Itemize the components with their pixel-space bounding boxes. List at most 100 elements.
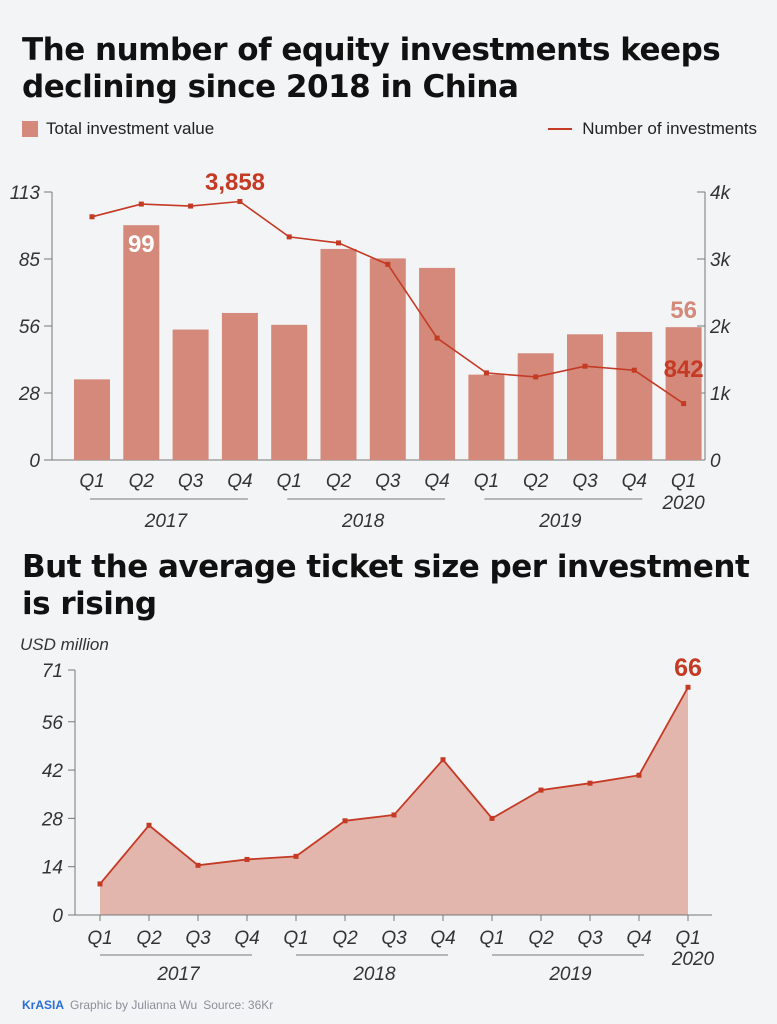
- data-point: [685, 684, 691, 690]
- legend-line: Number of investments: [548, 119, 757, 139]
- data-point: [146, 822, 152, 828]
- x-tick-label: Q1: [283, 928, 308, 949]
- right-tick-label: 4k: [710, 183, 732, 204]
- line-point: [286, 234, 292, 240]
- line-point: [681, 401, 687, 407]
- line-point: [582, 363, 588, 369]
- annotation-842: 842: [664, 356, 704, 383]
- credit: Graphic by Julianna Wu: [70, 998, 198, 1012]
- data-point: [587, 780, 593, 786]
- left-tick-label: 113: [10, 183, 41, 204]
- legend-bar: Total investment value: [22, 119, 214, 139]
- chart-title-2: But the average ticket size per investme…: [22, 549, 750, 622]
- year-label: 2019: [548, 964, 592, 985]
- x-tick-label: Q1: [671, 471, 696, 492]
- data-point: [195, 862, 201, 868]
- right-tick-label: 1k: [710, 384, 732, 405]
- x-tick-label: Q4: [430, 928, 455, 949]
- y-tick-label: 71: [42, 661, 63, 682]
- line-point: [434, 335, 440, 341]
- bar: [271, 324, 308, 460]
- x-tick-label: Q3: [572, 471, 598, 492]
- bar: [517, 353, 554, 460]
- data-point: [244, 856, 250, 862]
- left-tick-label: 0: [29, 451, 40, 472]
- line-point: [631, 367, 637, 373]
- x-tick-label: Q1: [675, 928, 700, 949]
- bar: [567, 334, 603, 460]
- bar: [320, 248, 357, 460]
- line-point: [138, 201, 144, 207]
- annotation-3858: 3,858: [205, 169, 265, 196]
- right-tick-label: 0: [710, 451, 721, 472]
- data-point: [391, 812, 397, 818]
- line-point: [483, 370, 489, 376]
- y-tick-label: 0: [52, 906, 63, 927]
- area-fill: [100, 687, 688, 915]
- x-tick-label: Q2: [326, 471, 352, 492]
- chart-1: 0 28 56 85 113 0 1k 2k 3k 4k Q1 Q2 Q3 Q4 Q1 Q2 Q3 Q4 Q1 Q2 Q…: [10, 169, 732, 532]
- bar: [369, 258, 406, 460]
- x-tick-label: Q4: [227, 471, 252, 492]
- data-point: [342, 818, 348, 824]
- y-tick-label: 28: [41, 809, 64, 830]
- x-tick-label: Q1: [479, 928, 504, 949]
- source: Source: 36Kr: [203, 998, 274, 1012]
- year-label: 2020: [661, 493, 705, 514]
- bar: [221, 312, 258, 460]
- y-tick-label: 14: [42, 858, 63, 879]
- year-label: 2018: [341, 511, 385, 532]
- legend-bar-label: Total investment value: [46, 119, 215, 138]
- data-point: [636, 772, 642, 778]
- bar: [74, 379, 110, 460]
- line-point: [336, 240, 341, 246]
- x-tick-label: Q2: [528, 928, 554, 949]
- bar: [468, 374, 505, 460]
- chart-title-1: The number of equity investments keeps d…: [22, 32, 721, 105]
- x-tick-label: Q3: [375, 471, 401, 492]
- y-axis-label: USD million: [20, 635, 109, 654]
- x-tick-label: Q2: [136, 928, 162, 949]
- year-label: 2020: [671, 949, 715, 970]
- data-point: [293, 853, 299, 859]
- bar: [172, 329, 209, 460]
- left-tick-label: 85: [19, 250, 41, 271]
- chart-2: USD million 0 14 28 42 56 71 Q1 Q2 Q3 Q4 Q1 Q2 Q3 Q4 Q1…: [20, 635, 715, 985]
- year-label: 2017: [144, 511, 189, 532]
- x-tick-label: Q3: [577, 928, 603, 949]
- legend-line-label: Number of investments: [582, 119, 757, 138]
- x-tick-label: Q4: [626, 928, 651, 949]
- annotation-99: 99: [128, 231, 155, 258]
- x-tick-label: Q3: [178, 471, 204, 492]
- year-label: 2019: [538, 511, 582, 532]
- data-point: [489, 815, 495, 821]
- data-point: [440, 757, 446, 763]
- annotation-56: 56: [670, 297, 697, 324]
- x-tick-label: Q4: [234, 928, 259, 949]
- x-tick-label: Q2: [129, 471, 155, 492]
- x-tick-label: Q1: [474, 471, 499, 492]
- line-point: [89, 214, 95, 220]
- left-tick-label: 28: [18, 384, 41, 405]
- bar: [616, 331, 653, 460]
- bar-swatch: [22, 121, 38, 137]
- data-point: [538, 787, 544, 793]
- data-point: [97, 881, 103, 887]
- bar: [123, 225, 160, 460]
- line-point: [188, 203, 194, 209]
- year-label: 2017: [156, 964, 201, 985]
- x-tick-label: Q2: [332, 928, 358, 949]
- bar: [419, 267, 456, 460]
- x-tick-label: Q1: [87, 928, 112, 949]
- line-point: [385, 261, 391, 267]
- annotation-66: 66: [674, 654, 702, 682]
- x-tick-label: Q3: [185, 928, 211, 949]
- right-tick-label: 3k: [710, 250, 732, 271]
- left-tick-label: 56: [19, 317, 41, 338]
- x-tick-label: Q4: [622, 471, 647, 492]
- krasia-logo: KrASIA: [22, 998, 65, 1012]
- right-tick-label: 2k: [709, 317, 732, 338]
- x-tick-label: Q1: [277, 471, 302, 492]
- y-tick-label: 56: [42, 713, 64, 734]
- x-tick-label: Q4: [424, 471, 449, 492]
